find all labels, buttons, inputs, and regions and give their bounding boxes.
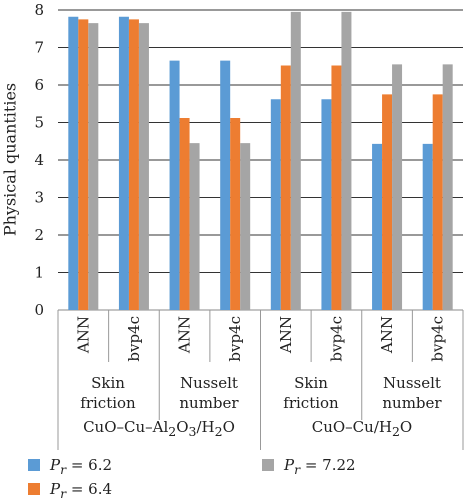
bar [432, 94, 443, 310]
dataset-2-text-b: O [399, 418, 413, 436]
bar [189, 143, 200, 310]
group-label-1-line1: Skin [91, 374, 125, 392]
legend-text: = 6.4 [66, 480, 113, 498]
y-tick-label: 5 [34, 114, 44, 132]
dataset-2-sub-a: 2 [391, 424, 400, 439]
dataset-label-1: CuO–Cu–Al2O3/H2O [58, 418, 260, 439]
group-label-4-line2: number [382, 394, 442, 412]
x-tick-label: bvp4c [226, 316, 244, 362]
bar [169, 60, 180, 310]
group-label-2-line1: Nusselt [180, 374, 238, 392]
y-tick-label: 6 [34, 76, 44, 94]
dataset-1-text-d: O [222, 418, 235, 436]
x-tick-label: ANN [378, 316, 396, 354]
legend-swatch-pr-6-2 [28, 459, 40, 471]
legend-item-pr-7-22: Pr = 7.22 [262, 456, 356, 477]
dataset-1-sub-a: 2 [168, 424, 177, 439]
group-label-4: Nusselt number [362, 373, 462, 413]
bar [78, 19, 89, 310]
bar [88, 23, 99, 310]
x-tick-label: ANN [74, 316, 92, 354]
dataset-1-sub-c: 2 [214, 424, 223, 439]
bar [240, 143, 251, 310]
y-tick-label: 0 [34, 301, 44, 319]
bar [179, 118, 190, 310]
x-tick-label: ANN [277, 316, 295, 354]
dataset-1-text-a: CuO–Cu–Al [83, 418, 169, 436]
y-tick-label: 8 [34, 1, 44, 19]
y-tick-label: 2 [34, 226, 44, 244]
x-tick-label: bvp4c [429, 316, 447, 362]
bar [442, 64, 453, 310]
legend-sub: r [294, 462, 301, 477]
bar [392, 64, 403, 310]
legend-text: = 6.2 [66, 456, 113, 474]
bar [331, 65, 342, 310]
bar [341, 11, 352, 310]
bar [290, 11, 301, 310]
bar [270, 99, 281, 310]
bar [128, 19, 139, 310]
legend-swatch-pr-6-4 [28, 483, 40, 495]
legend-var: P [50, 480, 61, 498]
x-tick-label: bvp4c [125, 316, 143, 362]
dataset-1-text-b: O [176, 418, 189, 436]
group-label-1: Skin friction [58, 373, 158, 413]
dataset-label-2: CuO–Cu/H2O [261, 418, 463, 439]
bar [372, 143, 383, 310]
group-label-3-line2: friction [283, 394, 339, 412]
dataset-2-text-a: CuO–Cu/H [311, 418, 392, 436]
group-label-2: Nusselt number [159, 373, 259, 413]
group-label-4-line1: Nusselt [383, 374, 441, 392]
bar [321, 99, 332, 310]
y-tick-label: 3 [34, 189, 44, 207]
dataset-1-text-c: /H [196, 418, 215, 436]
legend-swatch-pr-7-22 [262, 459, 274, 471]
bar [382, 94, 393, 310]
y-tick-label: 4 [34, 151, 44, 169]
group-label-3: Skin friction [261, 373, 361, 413]
legend-var: P [284, 456, 295, 474]
legend-sub: r [60, 462, 67, 477]
group-label-1-line2: friction [80, 394, 136, 412]
group-label-2-line2: number [179, 394, 239, 412]
group-label-3-line1: Skin [294, 374, 328, 392]
bar [220, 60, 231, 310]
bar [138, 23, 149, 310]
legend-item-pr-6-2: Pr = 6.2 [28, 456, 112, 477]
legend-text: = 7.22 [300, 456, 356, 474]
bar [280, 65, 291, 310]
dataset-1-sub-b: 3 [188, 424, 197, 439]
y-axis-label: Physical quantities [0, 82, 20, 237]
bar [230, 118, 241, 310]
legend-var: P [50, 456, 61, 474]
bar [68, 16, 79, 310]
legend-item-pr-6-4: Pr = 6.4 [28, 480, 112, 501]
bar [422, 143, 433, 310]
y-tick-label: 7 [34, 39, 44, 57]
x-tick-label: bvp4c [327, 316, 345, 362]
x-tick-label: ANN [176, 316, 194, 354]
legend-sub: r [60, 486, 67, 501]
y-tick-label: 1 [34, 264, 44, 282]
bar [118, 16, 129, 310]
